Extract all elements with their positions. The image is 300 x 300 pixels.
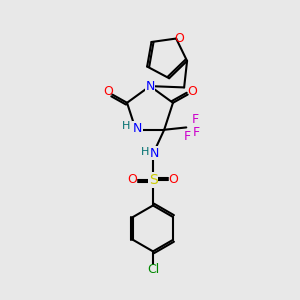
Text: O: O bbox=[187, 85, 197, 98]
Text: Cl: Cl bbox=[147, 262, 159, 276]
Text: O: O bbox=[103, 85, 113, 98]
Text: H: H bbox=[141, 147, 149, 157]
Text: N: N bbox=[150, 147, 159, 160]
Text: S: S bbox=[148, 173, 158, 187]
Text: O: O bbox=[175, 32, 184, 45]
Text: F: F bbox=[192, 113, 199, 126]
Text: O: O bbox=[168, 173, 178, 186]
Text: F: F bbox=[193, 126, 200, 139]
Text: O: O bbox=[128, 173, 138, 186]
Text: H: H bbox=[122, 121, 130, 131]
Text: F: F bbox=[183, 130, 190, 143]
Text: N: N bbox=[145, 80, 155, 93]
Text: N: N bbox=[133, 122, 142, 135]
